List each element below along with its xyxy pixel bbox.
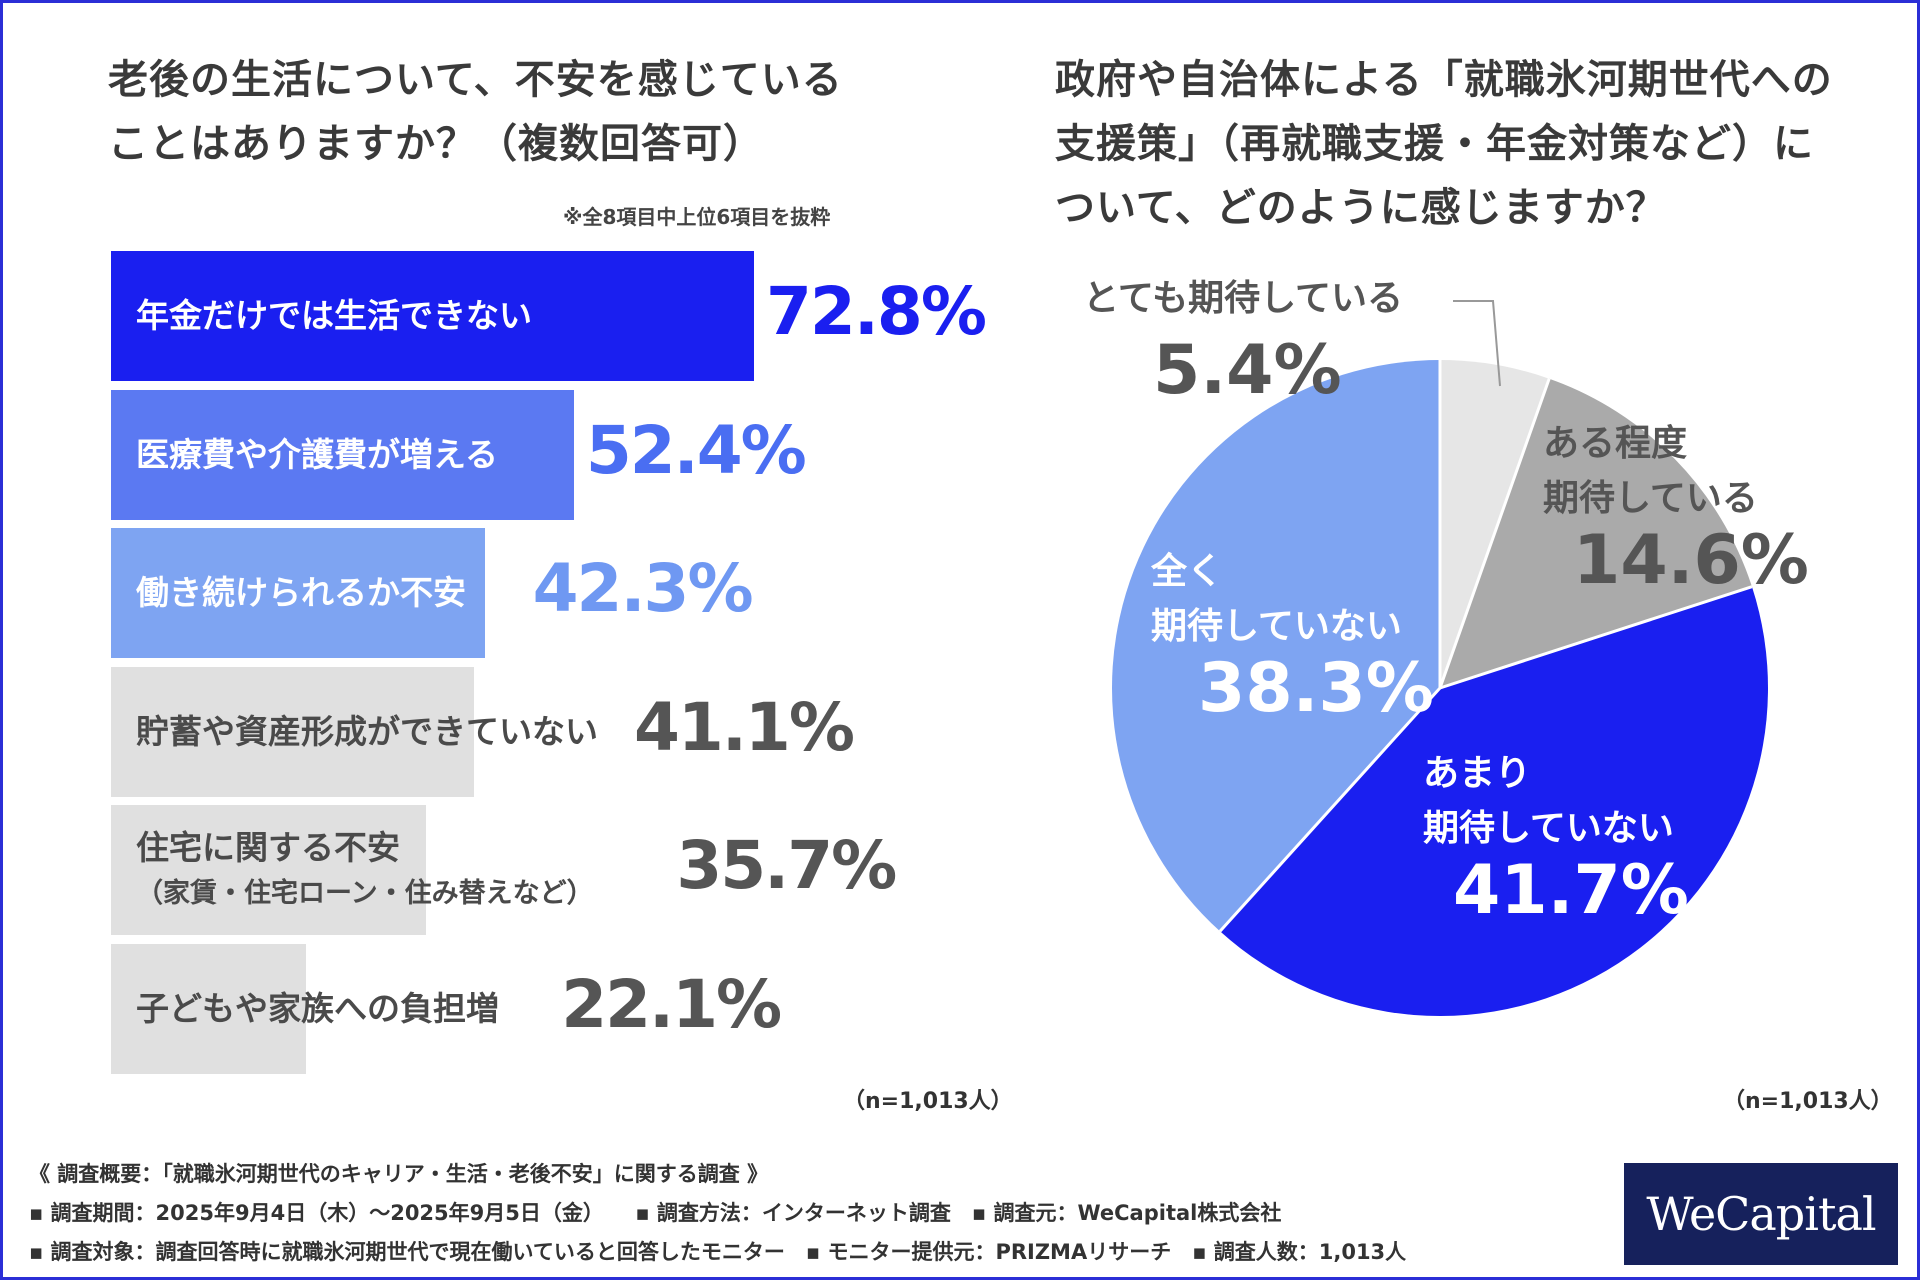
pie-slice-label: 全く — [1150, 550, 1223, 592]
footer-survey-period: ▪ 調査期間：2025年9月4日（木）〜2025年9月5日（金） ▪ 調査方法：… — [29, 1201, 1282, 1225]
bar-category-label-line: 住宅に関する不安 — [136, 828, 400, 867]
bar: 子どもや家族への負担増 — [111, 943, 499, 1074]
pie-slice-value-label: 38.3% — [1198, 649, 1434, 728]
pie-slice-value-label: 5.4% — [1153, 331, 1342, 410]
pie-slice-value-label: 14.6% — [1573, 521, 1809, 600]
bar-value-label: 52.4% — [585, 411, 807, 489]
bar-category-label: 医療費や介護費が増える — [136, 434, 499, 474]
right-title-line3: ついて、どのように感じますか？ — [1055, 185, 1667, 231]
bar: 医療費や介護費が増える — [111, 389, 574, 520]
left-title-line1: 老後の生活について、不安を感じている — [108, 57, 843, 103]
pie-leader-line — [1453, 300, 1501, 387]
pie-slice-label: ある程度 — [1543, 423, 1687, 464]
bar-value-label: 22.1% — [561, 965, 782, 1043]
bar: 住宅に関する不安 （家賃・住宅ローン・住み替えなど） — [111, 805, 594, 935]
pie-slice-divider — [1439, 585, 1753, 690]
pie-slice-label: とても期待している — [1083, 278, 1403, 319]
right-sample-size: （n=1,013人） — [1723, 1089, 1893, 1114]
pie-slice-divider — [1438, 378, 1551, 689]
left-chart-title: 老後の生活について、不安を感じている ことはありますか？（複数回答可） — [108, 48, 928, 176]
pie-slice-label: あまり — [1423, 753, 1531, 794]
right-title-line2: 支援策」（再就職支援・年金対策など）に — [1055, 121, 1814, 167]
bar-category-label: 年金だけでは生活できない — [136, 296, 532, 335]
bar: 貯蓄や資産形成ができていない — [111, 666, 598, 797]
pie-slice — [1440, 378, 1752, 688]
bar-value-label: 41.1% — [634, 688, 855, 766]
bar: 働き続けられるか不安 — [111, 528, 485, 658]
pie-slice-label: 期待していない — [1423, 808, 1674, 849]
left-sample-size: （n=1,013人） — [843, 1089, 1013, 1114]
bar-value-label: 42.3% — [532, 550, 754, 627]
right-title-line1: 政府や自治体による「就職氷河期世代への — [1055, 57, 1833, 103]
bar-category-label-line: （家賃・住宅ローン・住み替えなど） — [136, 878, 594, 909]
pie-slice-label: 期待している — [1543, 478, 1758, 519]
pie-slice — [1111, 360, 1440, 932]
logo-text: WeCapital — [1646, 1187, 1876, 1241]
pie-slice-value-label: 41.7% — [1453, 851, 1689, 930]
footer-survey-summary: 《 調査概要：「就職氷河期世代のキャリア・生活・老後不安」に関する調査 》 — [29, 1162, 769, 1186]
pie-slice-label: 期待していない — [1151, 606, 1402, 647]
bar-value-label: 35.7% — [676, 827, 897, 904]
bar-category-label: 子どもや家族への負担増 — [136, 988, 499, 1028]
right-chart-title: 政府や自治体による「就職氷河期世代への 支援策」（再就職支援・年金対策など）に … — [1055, 48, 1875, 240]
pie-slice-divider — [1218, 686, 1442, 933]
footer-survey-target: ▪ 調査対象：調査回答時に就職氷河期世代で現在働いていると回答したモニター ▪ … — [29, 1240, 1407, 1264]
bar-value-label: 72.8% — [766, 273, 987, 350]
bar-category-label: 働き続けられるか不安 — [136, 573, 466, 612]
left-title-line2: ことはありますか？（複数回答可） — [108, 121, 764, 167]
bar-category-label: 貯蓄や資産形成ができていない — [136, 711, 598, 751]
left-chart-note: ※全8項目中上位6項目を抜粋 — [563, 205, 831, 229]
pie-slice — [1220, 586, 1768, 1016]
bar-category-label: 住宅に関する不安 （家賃・住宅ローン・住み替えなど） — [136, 825, 594, 917]
pie-slice — [1440, 360, 1550, 688]
bar: 年金だけでは生活できない — [111, 251, 754, 381]
wecapital-logo: WeCapital — [1624, 1163, 1898, 1265]
